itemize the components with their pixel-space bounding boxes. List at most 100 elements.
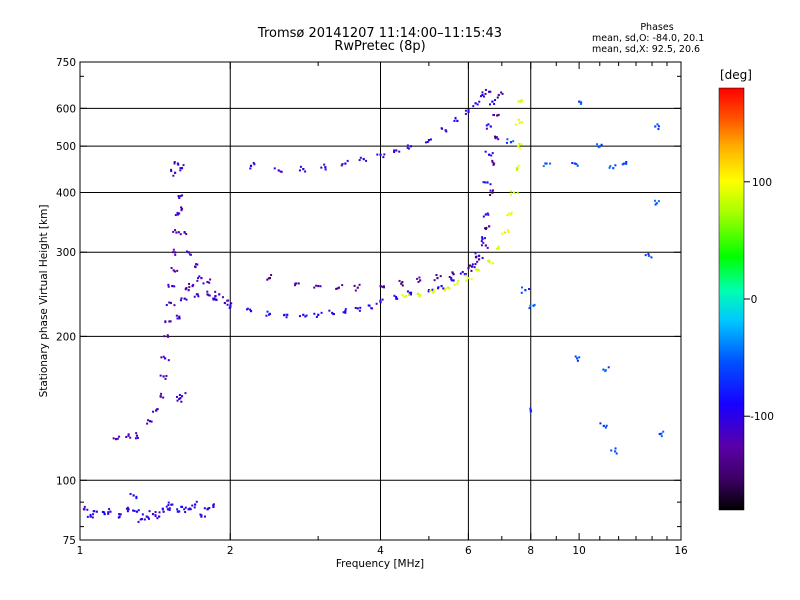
data-point — [533, 303, 536, 306]
data-point — [467, 109, 470, 112]
data-point — [473, 266, 476, 269]
data-point — [320, 311, 323, 314]
data-point — [194, 503, 197, 506]
data-point — [188, 507, 191, 510]
data-point — [341, 284, 344, 287]
data-point — [510, 211, 513, 214]
data-point — [185, 233, 188, 236]
data-point — [285, 316, 288, 319]
y-tick-label: 100 — [56, 475, 76, 487]
data-point — [177, 195, 180, 198]
data-point — [485, 226, 488, 229]
data-point — [605, 424, 608, 427]
data-point — [578, 356, 581, 359]
data-point — [393, 149, 396, 152]
data-point — [439, 275, 442, 278]
data-point — [331, 311, 334, 315]
data-point — [336, 287, 339, 290]
data-point — [494, 135, 497, 138]
data-point — [657, 128, 660, 131]
data-point — [596, 143, 599, 146]
data-point — [280, 170, 283, 173]
data-point — [212, 504, 215, 507]
data-point — [173, 161, 176, 164]
data-point — [497, 138, 500, 141]
data-point — [163, 357, 167, 360]
colorbar-tick-label: 0 — [751, 294, 758, 306]
data-point — [509, 194, 512, 197]
data-point — [174, 229, 177, 232]
data-point — [406, 290, 409, 293]
data-point — [118, 435, 121, 438]
data-point — [249, 310, 253, 313]
data-point — [165, 374, 168, 377]
data-point — [379, 153, 382, 156]
data-point — [484, 244, 487, 247]
data-point — [177, 163, 180, 166]
data-point — [140, 517, 144, 521]
series-0 — [82, 492, 215, 523]
data-point — [485, 124, 488, 127]
data-point — [298, 315, 301, 318]
data-point — [488, 225, 491, 228]
data-point — [528, 307, 531, 310]
data-point — [344, 310, 347, 313]
data-point — [501, 232, 504, 235]
data-point — [163, 335, 166, 338]
data-point — [654, 203, 657, 206]
data-point — [319, 285, 322, 288]
series-3 — [249, 88, 492, 173]
data-point — [297, 282, 300, 285]
data-point — [112, 437, 115, 440]
data-point — [467, 267, 470, 270]
data-point — [484, 227, 487, 230]
data-point — [500, 91, 503, 94]
data-point — [376, 153, 379, 156]
data-point — [382, 285, 385, 288]
data-point — [403, 295, 406, 298]
data-point — [180, 505, 183, 508]
data-point — [487, 213, 490, 216]
data-point — [398, 150, 401, 153]
data-point — [487, 123, 490, 126]
data-point — [129, 436, 132, 439]
data-point — [407, 147, 410, 150]
data-point — [497, 245, 500, 248]
data-point — [464, 273, 467, 276]
data-point — [477, 254, 481, 257]
data-point — [195, 500, 198, 503]
data-point — [127, 434, 130, 437]
data-point — [188, 286, 191, 289]
data-point — [401, 294, 404, 297]
x-axis-label: Frequency [MHz] — [336, 558, 424, 570]
data-point — [505, 141, 508, 144]
data-point — [489, 183, 492, 186]
data-point — [172, 230, 175, 233]
data-point — [490, 154, 493, 157]
data-point — [86, 508, 89, 511]
data-point — [221, 296, 224, 299]
data-point — [178, 510, 181, 513]
chart-title-line2: RwPretec (8p) — [334, 39, 426, 54]
data-point — [509, 141, 513, 144]
data-point — [650, 256, 653, 259]
data-point — [317, 284, 320, 288]
data-point — [335, 287, 338, 290]
data-point — [486, 212, 489, 215]
data-point — [517, 145, 520, 148]
data-point — [464, 109, 467, 112]
data-point — [353, 284, 356, 287]
data-point — [170, 168, 173, 171]
data-point — [178, 317, 181, 320]
data-point — [356, 286, 359, 289]
data-point — [424, 141, 427, 144]
data-point — [379, 284, 382, 288]
data-point — [342, 311, 345, 314]
data-point — [299, 165, 302, 168]
data-point — [203, 515, 206, 518]
data-point — [496, 96, 499, 99]
data-point — [175, 395, 178, 398]
data-point — [440, 284, 443, 288]
data-point — [166, 508, 170, 511]
data-point — [167, 359, 170, 362]
